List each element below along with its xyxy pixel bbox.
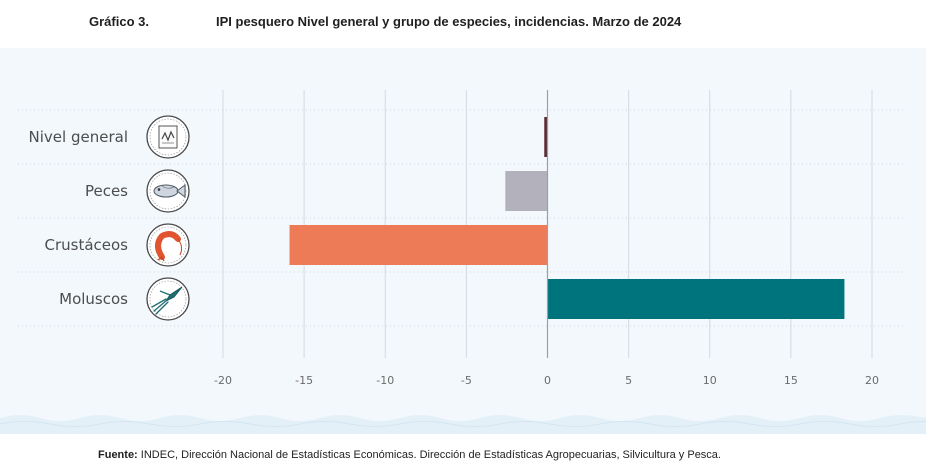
category-label: Peces: [85, 182, 128, 200]
x-tick-label: -10: [376, 374, 394, 387]
chart-title: IPI pesquero Nivel general y grupo de es…: [216, 14, 682, 29]
source-note: Fuente: INDEC, Dirección Nacional de Est…: [98, 449, 721, 461]
x-tick-label: -15: [295, 374, 313, 387]
squid-icon: [146, 277, 190, 321]
x-tick-label: 5: [625, 374, 632, 387]
x-tick-label: 20: [865, 374, 879, 387]
x-tick-label: 0: [544, 374, 551, 387]
chart-document-icon: [146, 115, 190, 159]
fish-icon: [146, 169, 190, 213]
shrimp-icon: [146, 223, 190, 267]
category-icons: [146, 115, 190, 321]
category-label: Crustáceos: [44, 236, 128, 254]
category-label: Moluscos: [59, 290, 128, 308]
source-text: INDEC, Dirección Nacional de Estadística…: [137, 449, 721, 461]
source-label: Fuente:: [98, 449, 138, 461]
x-tick-label: -5: [461, 374, 472, 387]
x-tick-label: 15: [784, 374, 798, 387]
category-label: Nivel general: [29, 128, 128, 146]
header: Gráfico 3. IPI pesquero Nivel general y …: [0, 0, 926, 46]
bar-moluscos: [547, 279, 845, 319]
wave-decoration: [0, 415, 926, 434]
figure-number: Gráfico 3.: [89, 14, 149, 29]
category-labels: Nivel general Peces Crustáceos Moluscos: [29, 128, 129, 308]
bar-peces: [505, 171, 548, 211]
x-tick-labels: -20 -15 -10 -5 0 5 10 15 20: [214, 374, 879, 387]
x-tick-label: 10: [703, 374, 717, 387]
x-tick-label: -20: [214, 374, 232, 387]
bar-crustáceos: [289, 225, 548, 265]
bar-nivel-general: [544, 117, 548, 157]
bars: [289, 117, 845, 319]
